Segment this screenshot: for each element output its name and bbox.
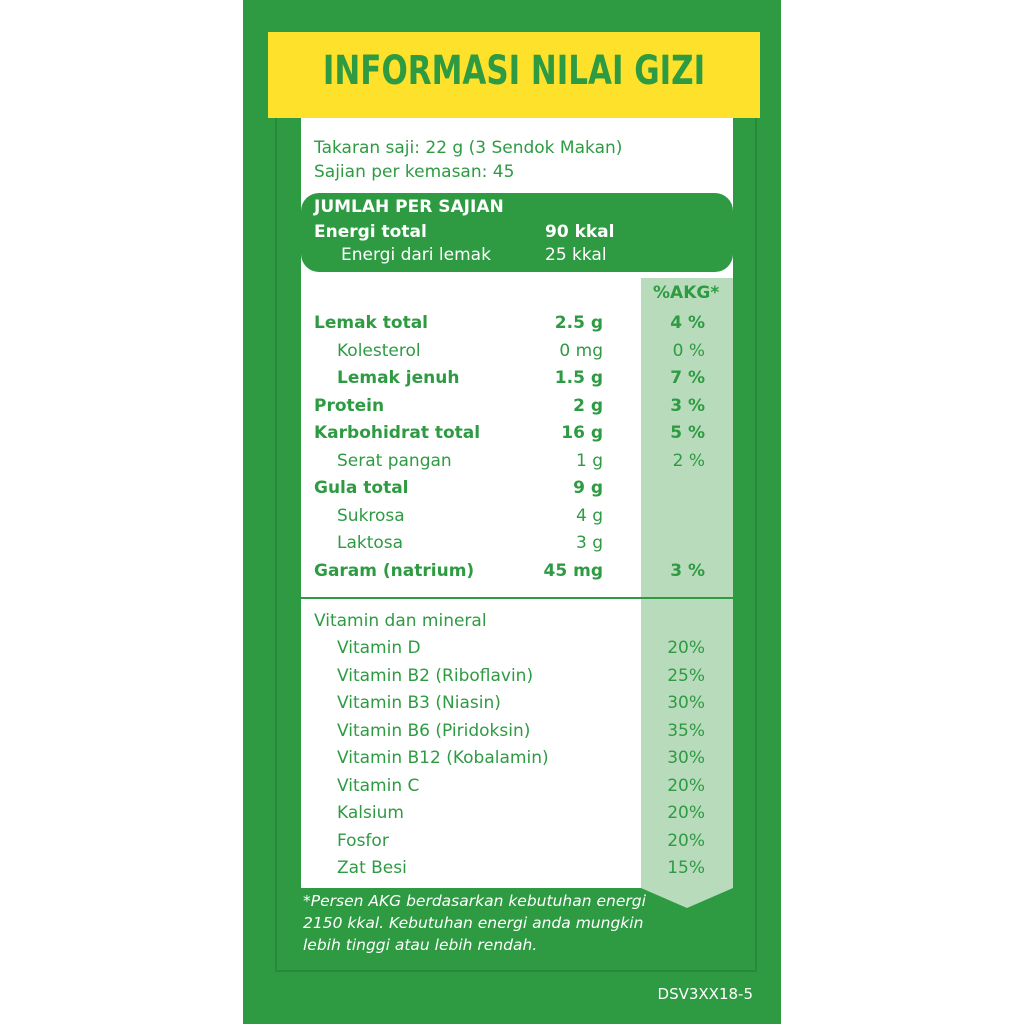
serving-size: Takaran saji: 22 g (3 Sendok Makan) xyxy=(314,138,623,158)
nutrient-amount: 0 mg xyxy=(559,340,603,361)
nutrient-row: Garam (natrium) 45 mg 3 % xyxy=(301,561,733,588)
akg-header: %AKG* xyxy=(653,283,720,303)
amount-heading: JUMLAH PER SAJIAN xyxy=(314,197,504,217)
nutrient-akg: 0 % xyxy=(672,340,705,361)
energy-fat-value: 25 kkal xyxy=(545,245,607,265)
nutrient-label: Sukrosa xyxy=(337,505,405,526)
vitamin-akg: 20% xyxy=(667,638,705,658)
vitamin-label: Vitamin B6 (Piridoksin) xyxy=(337,720,531,741)
nutrient-amount: 16 g xyxy=(561,423,603,443)
product-code: DSV3XX18-5 xyxy=(657,985,753,1003)
nutrient-akg: 3 % xyxy=(670,560,705,581)
vitamin-akg: 30% xyxy=(667,748,705,768)
vitamin-row: Vitamin B6 (Piridoksin) 35% xyxy=(301,721,733,748)
vitamin-akg: 25% xyxy=(667,665,705,686)
vitamin-akg: 20% xyxy=(667,803,705,823)
nutrient-amount: 3 g xyxy=(575,533,603,553)
nutrient-label: Gula total xyxy=(314,478,409,498)
nutrient-row: Serat pangan 1 g 2 % xyxy=(301,451,733,478)
vitamin-akg: 20% xyxy=(667,775,705,796)
footnote: *Persen AKG berdasarkan kebutuhan energi… xyxy=(303,892,646,954)
nutrient-amount: 4 g xyxy=(575,505,603,526)
nutrient-akg: 2 % xyxy=(672,450,705,471)
nutrient-label: Lemak jenuh xyxy=(337,368,460,388)
nutrient-amount: 1.5 g xyxy=(554,368,603,388)
nutrient-akg: 3 % xyxy=(670,395,705,416)
nutrient-row: Kolesterol 0 mg 0 % xyxy=(301,341,733,368)
vitamin-akg: 15% xyxy=(667,858,705,878)
vitamin-row: Zat Besi 15% xyxy=(301,858,733,885)
nutrient-amount: 9 g xyxy=(573,478,603,498)
vitamin-label: Vitamin B2 (Riboflavin) xyxy=(337,665,534,686)
nutrient-label: Karbohidrat total xyxy=(314,423,481,443)
vitamin-akg: 30% xyxy=(667,693,705,713)
nutrient-amount: 2 g xyxy=(573,395,603,416)
vitamin-row: Fosfor 20% xyxy=(301,831,733,858)
nutrient-amount: 1 g xyxy=(575,450,603,471)
vitamin-akg: 35% xyxy=(667,720,705,741)
nutrient-label: Kolesterol xyxy=(337,340,421,361)
vitamin-row: Vitamin B3 (Niasin) 30% xyxy=(301,693,733,720)
title-banner xyxy=(268,32,760,118)
nutrient-row: Gula total 9 g xyxy=(301,478,733,505)
vitamin-row: Vitamin C 20% xyxy=(301,776,733,803)
vitamin-label: Kalsium xyxy=(337,803,404,823)
vitamin-row: Vitamin B12 (Kobalamin) 30% xyxy=(301,748,733,775)
section-divider xyxy=(301,597,733,599)
vitamin-row: Vitamin B2 (Riboflavin) 25% xyxy=(301,666,733,693)
vitamin-label: Vitamin B12 (Kobalamin) xyxy=(337,748,549,768)
vitamin-row: Kalsium 20% xyxy=(301,803,733,830)
nutrient-row: Lemak jenuh 1.5 g 7 % xyxy=(301,368,733,395)
vitamins-heading: Vitamin dan mineral xyxy=(314,611,487,631)
vitamin-row: Vitamin D 20% xyxy=(301,638,733,665)
nutrient-akg: 4 % xyxy=(670,313,705,333)
amount-per-serving-box xyxy=(301,193,733,272)
nutrient-akg: 5 % xyxy=(670,423,705,443)
energy-total-value: 90 kkal xyxy=(545,222,615,242)
nutrient-akg: 7 % xyxy=(670,368,705,388)
energy-fat-label: Energi dari lemak xyxy=(341,245,491,265)
nutrient-label: Lemak total xyxy=(314,313,429,333)
label-frame xyxy=(275,40,757,972)
vitamin-label: Vitamin C xyxy=(337,775,420,796)
nutrient-amount: 45 mg xyxy=(543,560,603,581)
nutrient-row: Karbohidrat total 16 g 5 % xyxy=(301,423,733,450)
nutrient-row: Sukrosa 4 g xyxy=(301,506,733,533)
nutrient-amount: 2.5 g xyxy=(554,313,603,333)
akg-column xyxy=(641,278,733,888)
nutrient-row: Lemak total 2.5 g 4 % xyxy=(301,313,733,340)
vitamin-label: Fosfor xyxy=(337,830,389,851)
vitamin-label: Vitamin B3 (Niasin) xyxy=(337,693,501,713)
nutrient-label: Protein xyxy=(314,395,385,416)
nutrient-row: Laktosa 3 g xyxy=(301,533,733,560)
akg-column-arrow xyxy=(641,888,733,908)
nutrient-label: Serat pangan xyxy=(337,450,452,471)
vitamin-label: Vitamin D xyxy=(337,638,421,658)
label-title: INFORMASI NILAI GIZI xyxy=(322,48,706,94)
nutrient-row: Protein 2 g 3 % xyxy=(301,396,733,423)
nutrient-label: Laktosa xyxy=(337,533,404,553)
vitamin-label: Zat Besi xyxy=(337,858,407,878)
vitamin-akg: 20% xyxy=(667,830,705,851)
servings-per-pack: Sajian per kemasan: 45 xyxy=(314,162,515,182)
nutrient-label: Garam (natrium) xyxy=(314,560,475,581)
energy-total-label: Energi total xyxy=(314,222,427,242)
